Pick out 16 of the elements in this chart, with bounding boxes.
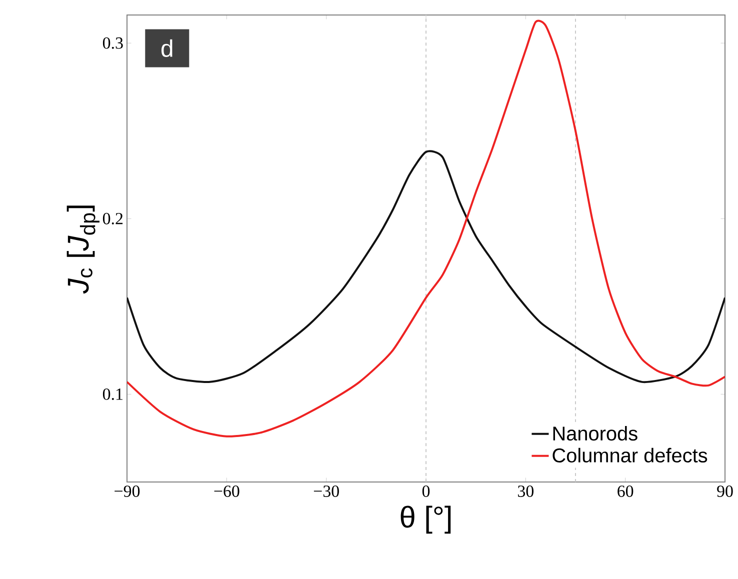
y-axis-title: J$_{c}$ [J$_{dp}$] xyxy=(66,206,100,294)
x-tick-label: 30 xyxy=(518,486,534,497)
x-axis-title: θ [°] xyxy=(400,506,451,534)
x-tick-label: −30 xyxy=(314,486,339,497)
annotation: d xyxy=(161,39,172,57)
y-tick-label: 0.3 xyxy=(102,37,123,49)
y-tick-label: 0.2 xyxy=(102,212,123,224)
line-series xyxy=(127,150,726,383)
x-tick-label: −60 xyxy=(214,486,240,497)
y-tick-label: 0.1 xyxy=(102,388,122,400)
x-tick-label: −90 xyxy=(114,486,140,497)
x-tick-label: 60 xyxy=(618,486,634,497)
x-tick-label: 0 xyxy=(422,486,430,497)
x-tick-label: 90 xyxy=(717,486,733,497)
legend-label: Nanorods xyxy=(553,426,638,441)
legend-label: Columnar defects xyxy=(552,448,708,462)
